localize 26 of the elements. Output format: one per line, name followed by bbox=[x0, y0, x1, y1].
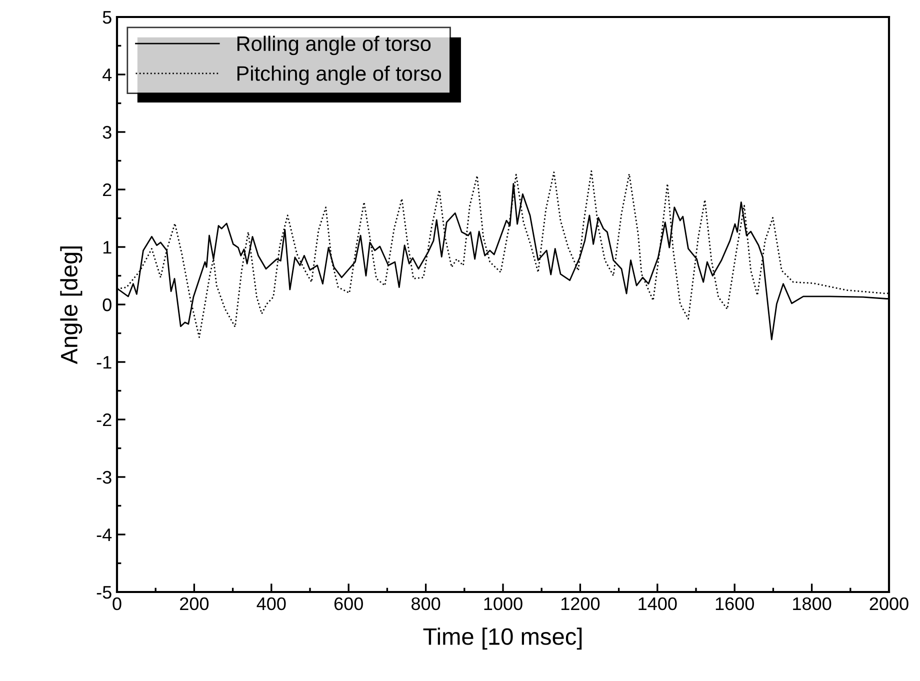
y-tick-label: -5 bbox=[96, 586, 112, 599]
x-tick-label: 0 bbox=[112, 597, 122, 610]
x-tick-label: 200 bbox=[180, 597, 209, 610]
x-tick-label: 1200 bbox=[561, 597, 600, 610]
legend-label: Pitching angle of torso bbox=[237, 66, 442, 86]
y-tick-label: 5 bbox=[102, 11, 112, 24]
y-tick-label: -1 bbox=[96, 356, 112, 369]
legend-label: Rolling angle of torso bbox=[237, 36, 431, 56]
y-tick-label: 1 bbox=[103, 241, 112, 254]
x-tick-label: 600 bbox=[334, 597, 363, 610]
y-tick-label: 4 bbox=[102, 68, 112, 82]
y-tick-label: 3 bbox=[102, 126, 112, 139]
y-tick-label: -2 bbox=[96, 413, 112, 426]
y-tick-label: -3 bbox=[96, 470, 112, 484]
x-tick-label: 800 bbox=[412, 597, 440, 610]
y-tick-label: -4 bbox=[96, 528, 112, 542]
x-tick-label: 2000 bbox=[870, 597, 908, 610]
x-tick-label: 1800 bbox=[793, 597, 832, 610]
y-tick-label: 2 bbox=[103, 183, 112, 196]
y-axis-title: Angle [deg] bbox=[60, 246, 82, 364]
x-tick-label: 1400 bbox=[638, 597, 677, 610]
x-tick-label: 1600 bbox=[716, 597, 754, 610]
x-tick-label: 1000 bbox=[484, 597, 522, 610]
x-tick-label: 400 bbox=[256, 597, 286, 610]
x-axis-title: Time [10 msec] bbox=[423, 628, 582, 650]
y-tick-label: 0 bbox=[102, 298, 112, 312]
